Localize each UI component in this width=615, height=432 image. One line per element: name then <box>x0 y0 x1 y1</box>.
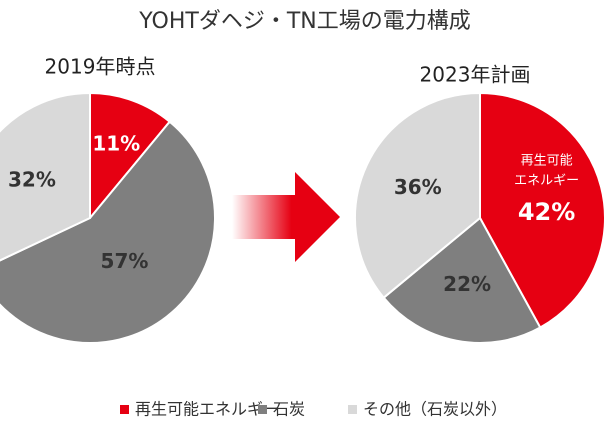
data-label: 42% <box>518 198 575 226</box>
annotation: 再生可能 <box>521 153 573 168</box>
legend-swatch <box>258 405 267 414</box>
pie-slice <box>354 91 481 300</box>
data-label: 57% <box>101 249 149 273</box>
legend-label: 再生可能エネルギー <box>135 400 279 419</box>
legend-label: その他（石炭以外） <box>363 400 507 419</box>
pie-slice <box>89 91 172 221</box>
legend-swatch <box>348 405 357 414</box>
pie-title: 2019年時点 <box>45 55 156 79</box>
data-label: 36% <box>394 175 442 199</box>
data-label: 22% <box>443 272 491 296</box>
pie-slice <box>0 91 91 262</box>
arrow <box>232 172 340 262</box>
pie-slice <box>382 216 542 344</box>
pie-slice <box>0 120 216 344</box>
legend-label: 石炭 <box>273 400 305 419</box>
legend-swatch <box>120 405 129 414</box>
data-label: 11% <box>92 132 140 156</box>
pie-title: 2023年計画 <box>420 63 531 87</box>
data-label: 32% <box>8 168 56 192</box>
pie-slice <box>479 91 606 329</box>
annotation: エネルギー <box>514 173 579 188</box>
chart-title: YOHTダヘジ・TN工場の電力構成 <box>138 9 470 34</box>
